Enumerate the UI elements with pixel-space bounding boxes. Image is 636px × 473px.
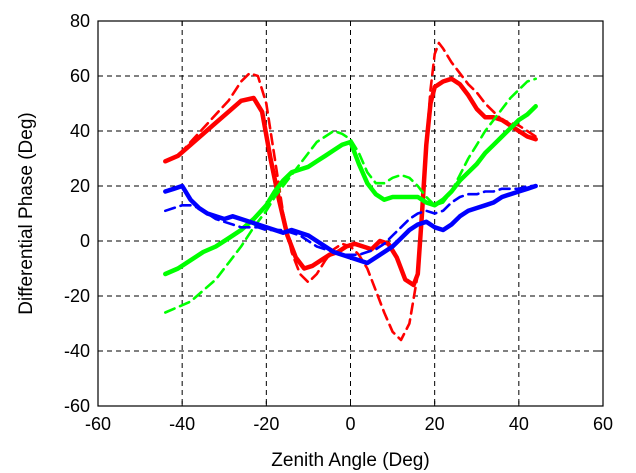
y-tick-label: 20	[70, 176, 90, 196]
x-tick-label: -40	[169, 414, 195, 434]
y-tick-label: 60	[70, 66, 90, 86]
series-line-3	[164, 77, 538, 314]
x-tick-label: 60	[593, 414, 613, 434]
x-axis-label: Zenith Angle (Deg)	[271, 450, 429, 471]
y-tick-label: -60	[64, 396, 90, 416]
x-tick-label: -60	[85, 414, 111, 434]
series-line-5	[164, 184, 538, 257]
y-tick-label: -20	[64, 286, 90, 306]
y-tick-label: 0	[80, 231, 90, 251]
series-line-0	[163, 76, 538, 288]
y-tick-label: -40	[64, 341, 90, 361]
y-tick-label: 40	[70, 121, 90, 141]
x-tick-label: 0	[345, 414, 355, 434]
series-group	[163, 41, 538, 342]
y-axis-label: Differential Phase (Deg)	[16, 112, 37, 314]
series-line-1	[164, 41, 538, 342]
x-tick-label: -20	[253, 414, 279, 434]
y-tick-label: 80	[70, 11, 90, 31]
series-line-4	[163, 183, 538, 266]
x-tick-label: 40	[509, 414, 529, 434]
x-tick-label: 20	[425, 414, 445, 434]
ticks: -60 -40 -20 0 20 40 60 -60 -40 -20 0 20 40 60 80	[64, 11, 613, 434]
grid	[98, 21, 603, 406]
